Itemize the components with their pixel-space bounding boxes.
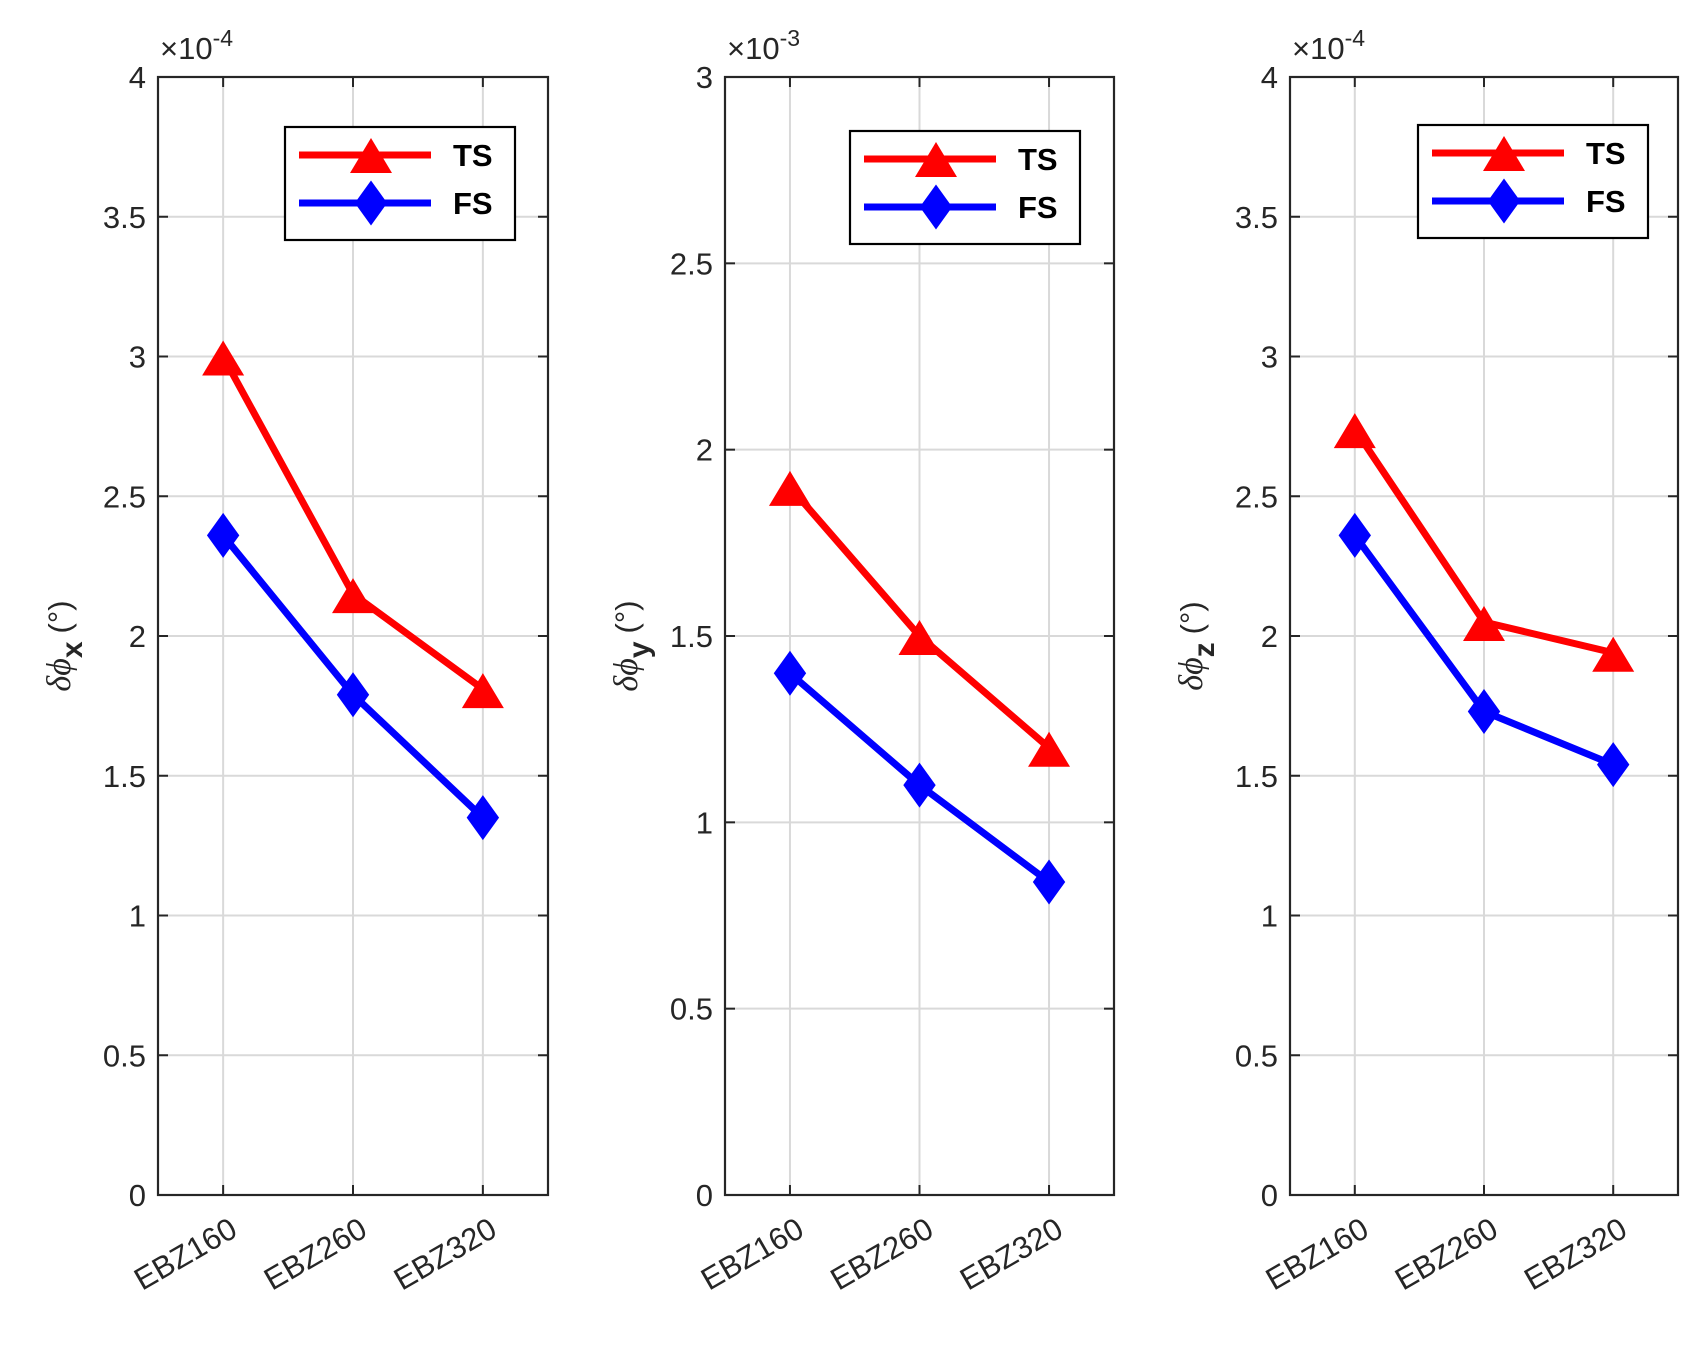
y-axis-label-symbol: δϕ	[41, 658, 78, 691]
y-axis-label: δϕz (°)	[1173, 601, 1221, 690]
data-point-fs	[773, 650, 807, 696]
y-tick-label: 2	[696, 433, 713, 468]
data-point-ts	[1592, 636, 1635, 672]
legend-marker-diamond	[1487, 178, 1521, 224]
legend-marker-diamond	[919, 184, 953, 230]
x-tick-label: EBZ260	[258, 1211, 373, 1297]
data-point-fs	[1597, 742, 1630, 788]
y-tick-label: 1.5	[103, 759, 146, 794]
chart-panel-1: 0 0.5 1 1.5 2 2.5 3 3.5 4 EBZ160 EBZ260 EBZ320 ×10-4…	[41, 25, 550, 1297]
legend-box	[1416, 123, 1650, 240]
y-exponent-power: -3	[780, 25, 800, 51]
data-point-fs	[336, 672, 370, 718]
y-tick-label: 3	[129, 340, 146, 375]
y-tick-label: 4	[1261, 60, 1278, 95]
y-axis-label-symbol: δϕ	[608, 658, 645, 691]
y-tick-label: 3	[1261, 340, 1278, 375]
legend-label-fs: FS	[453, 186, 493, 221]
data-point-ts	[461, 673, 504, 709]
y-axis-label-unit: (°)	[609, 600, 644, 633]
y-tick-label: 1	[1261, 899, 1278, 934]
y-exponent-label: ×10-4	[1292, 25, 1365, 66]
x-tick-label: EBZ160	[128, 1211, 243, 1297]
x-tick-label: EBZ320	[954, 1211, 1069, 1297]
legend-label-fs: FS	[1586, 184, 1626, 219]
legend: TS FS	[283, 125, 517, 242]
data-point-fs	[1032, 859, 1066, 905]
data-point-ts	[1463, 606, 1505, 642]
legend-marker-diamond	[354, 180, 388, 226]
y-exponent-power: -4	[213, 25, 234, 51]
legend-label-fs: FS	[1018, 190, 1058, 225]
legend: TS FS	[1416, 123, 1650, 240]
x-tick-label: EBZ160	[695, 1211, 810, 1297]
legend-marker-triangle	[350, 138, 392, 173]
data-point-ts	[898, 620, 941, 655]
x-tick-label: EBZ260	[1389, 1211, 1504, 1297]
y-tick-label: 0.5	[103, 1038, 146, 1073]
data-point-ts	[1028, 731, 1071, 767]
legend-label-ts: TS	[453, 138, 493, 173]
y-tick-label: 0	[129, 1178, 146, 1213]
y-tick-label: 0.5	[670, 992, 713, 1027]
legend-label-ts: TS	[1018, 142, 1058, 177]
y-tick-label: 4	[129, 60, 146, 95]
y-tick-label: 1.5	[1235, 759, 1278, 794]
y-tick-label: 3	[696, 60, 713, 95]
x-tick-label: EBZ320	[388, 1211, 503, 1297]
data-point-ts	[1333, 413, 1376, 449]
chart-panel-2: 0 0.5 1 1.5 2 2.5 3 EBZ160 EBZ260 EBZ320 ×10-3 δϕy (…	[608, 25, 1116, 1297]
legend-label-ts: TS	[1586, 136, 1626, 171]
x-tick-label: EBZ160	[1260, 1211, 1375, 1297]
data-point-ts	[202, 340, 245, 376]
y-axis-label: δϕx (°)	[41, 600, 89, 691]
y-axis-label-subscript: z	[1188, 642, 1221, 657]
y-axis-label: δϕy (°)	[608, 600, 656, 691]
data-point-fs	[206, 512, 240, 558]
y-axis-label-unit: (°)	[1174, 601, 1209, 634]
legend-box	[283, 125, 517, 242]
x-tick-label: EBZ260	[824, 1211, 939, 1297]
data-point-ts	[332, 578, 374, 614]
y-tick-label: 2.5	[103, 479, 146, 514]
legend-marker-triangle	[1483, 136, 1525, 171]
y-exponent-label: ×10-3	[727, 25, 800, 66]
y-axis-label-subscript: y	[623, 641, 656, 658]
legend-box	[848, 129, 1082, 246]
y-tick-label: 1	[696, 805, 713, 840]
y-tick-label: 1	[129, 899, 146, 934]
y-axis-label-unit: (°)	[42, 600, 77, 633]
y-exponent-power: -4	[1345, 25, 1366, 51]
y-tick-label: 2.5	[1235, 479, 1278, 514]
y-tick-label: 2	[129, 619, 146, 654]
y-tick-label: 1.5	[670, 619, 713, 654]
x-tick-label: EBZ320	[1518, 1211, 1633, 1297]
data-point-fs	[466, 795, 500, 841]
y-axis-label-symbol: δϕ	[1173, 657, 1210, 690]
data-point-fs	[1338, 512, 1371, 558]
data-point-fs	[1467, 688, 1501, 734]
y-tick-label: 2	[1261, 619, 1278, 654]
chart-panel-3: 0 0.5 1 1.5 2 2.5 3 3.5 4 EBZ160 EBZ260 EBZ320 ×10-4…	[1173, 25, 1680, 1297]
legend-marker-triangle	[915, 142, 957, 177]
y-tick-label: 0	[1261, 1178, 1278, 1213]
legend: TS FS	[848, 129, 1082, 246]
y-tick-label: 0	[696, 1178, 713, 1213]
y-tick-label: 2.5	[670, 246, 713, 281]
y-tick-label: 3.5	[103, 200, 146, 235]
data-point-ts	[768, 470, 811, 506]
y-tick-label: 3.5	[1235, 200, 1278, 235]
y-tick-label: 0.5	[1235, 1038, 1278, 1073]
data-point-fs	[903, 762, 936, 808]
y-axis-label-subscript: x	[56, 641, 89, 658]
y-exponent-label: ×10-4	[160, 25, 233, 66]
